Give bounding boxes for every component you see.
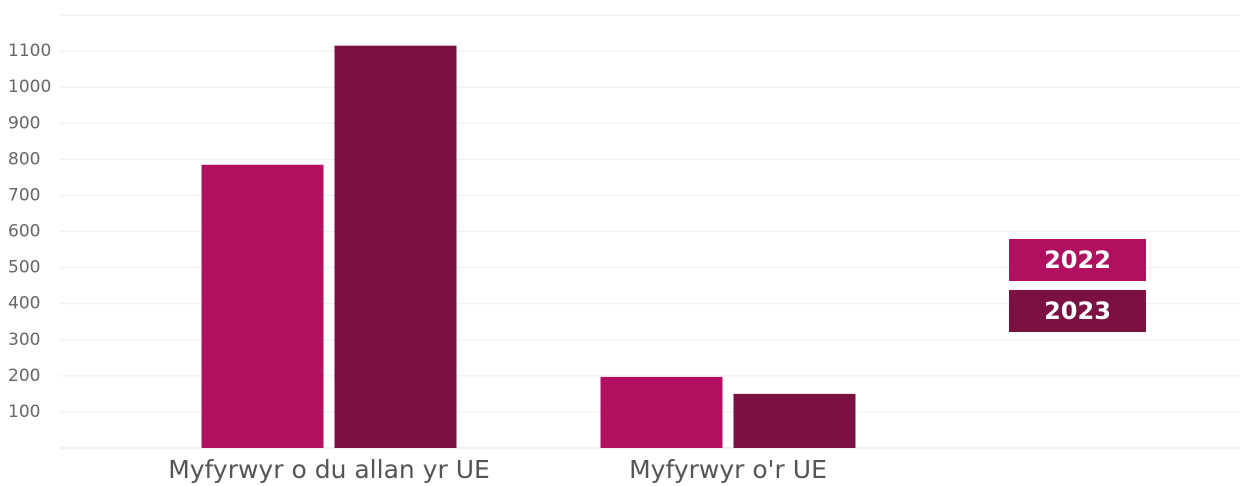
y-tick-label: 600 xyxy=(8,222,40,242)
bar xyxy=(201,164,324,448)
legend-label: 2022 xyxy=(1044,246,1111,274)
legend-label: 2023 xyxy=(1044,297,1111,325)
y-tick-label: 800 xyxy=(8,149,40,169)
legend-swatch xyxy=(1009,239,1146,281)
y-tick-label: 1100 xyxy=(8,41,51,61)
y-tick-label: 100 xyxy=(8,402,40,422)
x-tick-label: Myfyrwyr o'r UE xyxy=(629,455,827,484)
y-tick-label: 300 xyxy=(8,330,40,350)
legend-swatch xyxy=(1009,290,1146,332)
x-tick-label: Myfyrwyr o du allan yr UE xyxy=(168,455,490,484)
y-tick-label: 700 xyxy=(8,185,40,205)
bar xyxy=(334,45,457,448)
bar xyxy=(600,376,723,448)
y-tick-label: 1000 xyxy=(8,77,51,97)
y-tick-label: 900 xyxy=(8,113,40,133)
bar xyxy=(733,393,856,448)
y-tick-label: 200 xyxy=(8,366,40,386)
y-tick-label: 400 xyxy=(8,294,40,314)
y-tick-label: 500 xyxy=(8,258,40,278)
